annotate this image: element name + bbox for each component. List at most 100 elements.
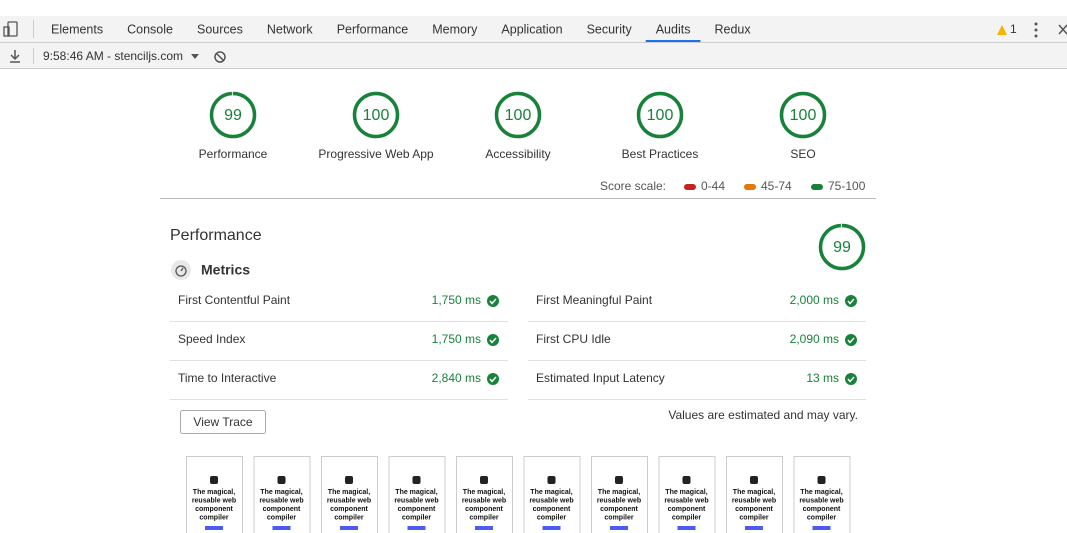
- metric-name: First Contentful Paint: [178, 293, 291, 307]
- frame-logo: [210, 476, 218, 484]
- filmstrip-frame: [456, 456, 513, 533]
- metrics-title: Metrics: [201, 262, 250, 278]
- pass-icon: [845, 295, 857, 307]
- check: [847, 298, 855, 305]
- device-toggle-icon[interactable]: [3, 21, 18, 37]
- frame-headline: The magical, reusable web component compile…: [732, 489, 776, 522]
- check: [847, 376, 855, 383]
- gauge-arc: [818, 223, 866, 271]
- gauge-arc: [779, 91, 827, 139]
- clear-icon[interactable]: [214, 51, 226, 63]
- metric-value: 2,840 ms: [432, 371, 481, 385]
- frame-button: [610, 526, 628, 530]
- gauge-score: 99: [224, 107, 242, 124]
- gauge-arc: [494, 91, 542, 139]
- section-title: Performance: [170, 227, 262, 244]
- frame-logo: [615, 476, 623, 484]
- view-trace-button[interactable]: [180, 410, 266, 434]
- check: [489, 376, 497, 383]
- frame-headline: The magical, reusable web component compile…: [799, 489, 843, 522]
- scale-swatch: [684, 184, 696, 190]
- metrics-icon: [171, 260, 191, 280]
- tab[interactable]: Console: [127, 22, 173, 36]
- check: [489, 337, 497, 344]
- pass-icon: [487, 373, 499, 385]
- warning-count[interactable]: 1: [1010, 22, 1017, 36]
- frame-headline: The magical, reusable web component compile…: [394, 489, 438, 522]
- frame-button: [340, 526, 358, 530]
- filmstrip-frame: [523, 456, 581, 533]
- scale-range: 0-44: [701, 179, 725, 193]
- metric-name: Speed Index: [178, 332, 245, 346]
- frame-button: [407, 526, 426, 530]
- estimate-note: Values are estimated and may vary.: [668, 408, 858, 422]
- metric-name: Estimated Input Latency: [536, 371, 665, 385]
- menu-icon[interactable]: [1034, 22, 1038, 38]
- metric-value: 1,750 ms: [432, 293, 481, 307]
- pass-icon: [487, 334, 499, 346]
- filmstrip-frame: [726, 456, 783, 533]
- tab[interactable]: Performance: [337, 22, 409, 36]
- frame-headline: The magical, reusable web component compile…: [462, 489, 506, 522]
- frame-logo: [750, 476, 758, 484]
- metric-value: 1,750 ms: [432, 332, 481, 346]
- frame-button: [542, 526, 561, 530]
- dropdown-arrow[interactable]: [191, 54, 199, 59]
- tab[interactable]: Security: [587, 22, 633, 36]
- filmstrip-frame: [253, 456, 311, 533]
- frame-logo: [277, 476, 286, 484]
- filmstrip-frame: [658, 456, 716, 533]
- audit-toolbar: [0, 43, 1067, 69]
- frame-button: [272, 526, 291, 530]
- gauge-label[interactable]: Performance: [199, 147, 268, 161]
- tab[interactable]: Application: [501, 22, 562, 36]
- check: [489, 298, 497, 305]
- gauge-score: 100: [790, 107, 817, 124]
- filmstrip-frame: [591, 456, 648, 533]
- tab[interactable]: Network: [267, 22, 314, 36]
- scale-range: 75-100: [828, 179, 866, 193]
- pass-icon: [845, 334, 857, 346]
- score-scale-label: Score scale:: [600, 179, 666, 193]
- filmstrip-frame: [186, 456, 243, 533]
- metric-name: First Meaningful Paint: [536, 293, 653, 307]
- gauge-arc: [636, 91, 684, 139]
- metric-value: 13 ms: [806, 371, 839, 385]
- session-select[interactable]: 9:58:46 AM - stenciljs.com: [43, 49, 183, 63]
- frame-button: [205, 526, 223, 530]
- download-icon[interactable]: [10, 50, 20, 63]
- frame-logo: [817, 476, 826, 484]
- gauge-label[interactable]: Accessibility: [485, 147, 550, 161]
- metric-name: Time to Interactive: [178, 371, 277, 385]
- gauge-score: 99: [833, 239, 851, 256]
- frame-headline: The magical, reusable web component compile…: [259, 489, 303, 522]
- gauge-label[interactable]: Progressive Web App: [318, 147, 433, 161]
- tab[interactable]: Sources: [197, 22, 243, 36]
- frame-logo: [682, 476, 691, 484]
- view-trace-label[interactable]: View Trace: [193, 415, 252, 429]
- tab[interactable]: Memory: [432, 22, 478, 36]
- frame-button: [745, 526, 763, 530]
- metric-value: 2,000 ms: [790, 293, 839, 307]
- frame-headline: The magical, reusable web component compile…: [597, 489, 641, 522]
- frame-logo: [480, 476, 488, 484]
- frame-headline: The magical, reusable web component compile…: [327, 489, 371, 522]
- gauge-arc: [209, 91, 257, 139]
- tab[interactable]: Redux: [714, 22, 751, 36]
- tab[interactable]: Elements: [51, 22, 103, 36]
- tab[interactable]: Audits: [656, 22, 691, 36]
- scale-swatch: [811, 184, 823, 190]
- metric-name: First CPU Idle: [536, 332, 611, 346]
- gauge-label[interactable]: Best Practices: [622, 147, 699, 161]
- filmstrip-frame: [321, 456, 378, 533]
- warning-icon[interactable]: [997, 25, 1007, 35]
- frame-logo: [412, 476, 421, 484]
- gauge-label[interactable]: SEO: [790, 147, 815, 161]
- check: [847, 337, 855, 344]
- frame-logo: [547, 476, 556, 484]
- pass-icon: [487, 295, 499, 307]
- close-icon[interactable]: [1058, 24, 1067, 35]
- filmstrip-frame: [793, 456, 851, 533]
- gauge-score: 100: [647, 107, 674, 124]
